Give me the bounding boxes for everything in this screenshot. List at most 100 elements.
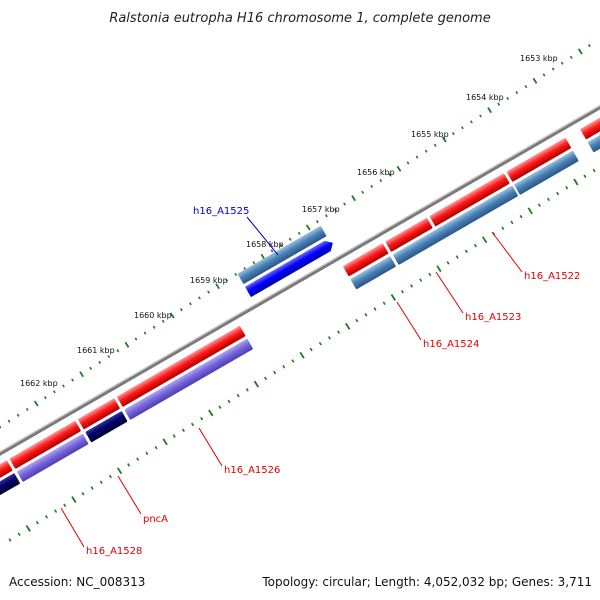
leader-line-h16-A1525 [246, 216, 279, 256]
cds-feature[interactable] [506, 137, 571, 182]
scale-tick [53, 390, 56, 394]
scale-tick [181, 428, 185, 433]
scale-label: 1653 kbp [520, 54, 558, 63]
scale-tick [481, 236, 488, 244]
scale-tick [479, 114, 482, 118]
scale-tick [98, 360, 102, 365]
scale-tick [510, 220, 514, 225]
scale-label: 1655 kbp [411, 130, 449, 139]
scale-tick [45, 515, 48, 519]
scale-tick [451, 132, 455, 136]
cds-feature[interactable] [580, 99, 600, 140]
cds-feature[interactable] [514, 150, 579, 195]
scale-tick [461, 126, 464, 130]
scale-tick [455, 255, 459, 259]
scale-tick [343, 202, 346, 206]
scale-tick [327, 336, 331, 340]
genome-backbone [0, 83, 600, 488]
scale-tick [7, 419, 11, 423]
scale-tick [200, 416, 204, 421]
scale-tick [143, 331, 147, 335]
scale-tick [116, 349, 120, 353]
scale-tick [379, 178, 383, 183]
scale-tick [43, 396, 47, 400]
scale-tick [345, 322, 351, 330]
scale-tick [551, 67, 555, 71]
scale-tick [573, 178, 579, 186]
scale-ticks-inner [8, 168, 596, 542]
scale-tick [253, 380, 260, 388]
cds-feature[interactable] [117, 325, 246, 407]
scale-tick [361, 190, 365, 194]
scale-tick [315, 220, 319, 224]
cds-feature[interactable] [78, 398, 120, 430]
scale-tick [497, 102, 501, 106]
scale-tick [396, 165, 402, 172]
gene-label-h16-A1526[interactable]: h16_A1526 [224, 465, 280, 476]
scale-tick [351, 195, 356, 202]
scale-tick [236, 393, 240, 398]
scale-tick [145, 451, 149, 456]
scale-tick [388, 173, 392, 177]
cds-feature[interactable] [393, 185, 519, 265]
scale-tick [560, 61, 564, 65]
scale-tick [297, 231, 301, 235]
scale-tick [208, 409, 214, 417]
scale-tick [154, 445, 158, 450]
cds-feature[interactable] [0, 460, 13, 485]
scale-tick [524, 85, 528, 89]
cds-feature[interactable] [85, 411, 128, 443]
scale-tick [273, 370, 277, 375]
cds-feature[interactable] [343, 243, 389, 277]
cds-feature[interactable] [17, 433, 89, 482]
scale-tick [565, 185, 569, 190]
scale-tick [234, 272, 238, 277]
scale-tick [218, 405, 222, 409]
scale-tick [225, 278, 229, 282]
scale-tick [198, 296, 201, 300]
scale-tick [35, 520, 39, 525]
cds-feature[interactable] [385, 217, 433, 252]
scale-tick [318, 341, 322, 346]
scale-tick [0, 425, 2, 429]
scale-tick [81, 492, 85, 496]
cds-feature[interactable] [0, 473, 20, 498]
scale-tick [406, 161, 410, 165]
scale-tick [270, 249, 274, 253]
scale-tick [89, 366, 93, 370]
gene-label-h16-A1522[interactable]: h16_A1522 [524, 271, 580, 282]
scale-tick [325, 214, 328, 218]
gene-label-pncA[interactable]: pncA [143, 514, 168, 525]
cds-feature[interactable] [429, 173, 510, 227]
cds-feature[interactable] [244, 238, 336, 298]
leader-line-pncA [117, 475, 142, 515]
gene-label-h16-A1528[interactable]: h16_A1528 [86, 546, 142, 557]
scale-tick [464, 249, 468, 254]
scale-tick [79, 371, 84, 378]
reverse-strand-features [0, 112, 600, 498]
scale-tick [291, 359, 295, 363]
cds-feature[interactable] [9, 420, 81, 469]
scale-tick [390, 294, 396, 301]
scale-tick [519, 214, 523, 219]
cds-feature[interactable] [237, 226, 327, 284]
scale-tick [25, 407, 29, 411]
scale-tick [587, 44, 591, 48]
gene-label-h16-A1524[interactable]: h16_A1524 [423, 339, 479, 350]
scale-tick [583, 174, 587, 179]
feature-band [0, 83, 600, 498]
scale-tick [25, 525, 31, 532]
scale-tick [207, 290, 210, 294]
leader-line-h16-A1523 [435, 271, 464, 314]
scale-ticks-outer [0, 44, 591, 429]
scale-labels: 1653 kbp 1654 kbp 1655 kbp 1656 kbp 1657… [20, 54, 558, 388]
cds-feature[interactable] [124, 338, 253, 420]
scale-tick [542, 73, 546, 77]
scale-tick [334, 208, 337, 212]
gene-label-h16-A1523[interactable]: h16_A1523 [465, 312, 521, 323]
scale-tick [54, 509, 58, 513]
cds-feature[interactable] [350, 256, 396, 290]
scale-tick [569, 55, 573, 59]
gene-label-h16-A1525[interactable]: h16_A1525 [193, 206, 249, 217]
scale-tick [279, 243, 283, 247]
